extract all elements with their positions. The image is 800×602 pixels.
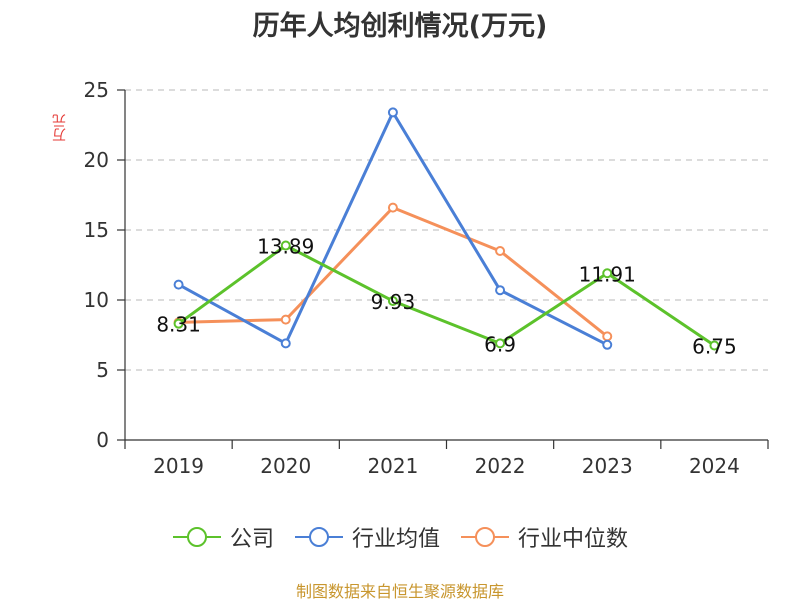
axes: 0 5 10 15 20 25 2019 2020 2021 2022 2023 2024 (84, 78, 769, 478)
data-point (280, 314, 291, 325)
series-lines (173, 107, 720, 351)
data-point (280, 338, 291, 349)
x-tick-label: 2023 (582, 454, 633, 478)
legend-item[interactable]: 公司 (172, 521, 274, 553)
data-label: 6.9 (484, 332, 516, 356)
data-point (387, 202, 398, 213)
data-point (387, 295, 398, 306)
legend-swatch-icon (172, 527, 221, 547)
data-label: 13.89 (257, 235, 314, 259)
y-tick-label: 5 (96, 358, 109, 382)
chart-title: 历年人均创利情况(万元) (252, 11, 548, 42)
data-point (173, 318, 184, 329)
legend-label: 公司 (229, 527, 274, 552)
y-tick-label: 10 (84, 288, 109, 312)
legend-item[interactable]: 行业中位数 (460, 521, 628, 553)
data-point (709, 340, 720, 351)
series-line-0 (177, 244, 716, 347)
x-tick-label: 2020 (260, 454, 311, 478)
legend-swatch-icon (294, 527, 343, 547)
legend-item[interactable]: 行业均值 (294, 521, 440, 553)
y-tick-label: 15 (84, 218, 109, 242)
data-label: 6.75 (692, 335, 737, 359)
data-labels: 8.31 13.89 9.93 6.9 11.91 6.75 (156, 235, 736, 359)
legend: 公司 行业均值 行业中位数 (0, 520, 800, 554)
data-point (387, 107, 398, 118)
x-tick-label: 2021 (367, 454, 418, 478)
data-point (495, 338, 506, 349)
data-point (173, 279, 184, 290)
legend-label: 行业中位数 (518, 527, 629, 552)
data-label: 9.93 (371, 290, 416, 314)
data-point (602, 331, 613, 342)
data-label: 8.31 (156, 313, 201, 337)
x-tick-label: 2024 (689, 454, 740, 478)
x-tick-label: 2019 (153, 454, 204, 478)
legend-label: 行业均值 (351, 527, 440, 552)
data-point (602, 268, 613, 279)
x-tick-label: 2022 (475, 454, 526, 478)
y-tick-label: 20 (84, 148, 109, 172)
data-point (602, 339, 613, 350)
y-tick-label: 25 (84, 78, 109, 102)
y-tick-label: 0 (96, 428, 109, 452)
source-note: 制图数据来自恒生聚源数据库 (295, 582, 504, 601)
data-point (280, 240, 291, 251)
data-point (495, 285, 506, 296)
data-point (495, 246, 506, 256)
data-label: 11.91 (579, 262, 636, 286)
legend-swatch-icon (461, 527, 509, 547)
